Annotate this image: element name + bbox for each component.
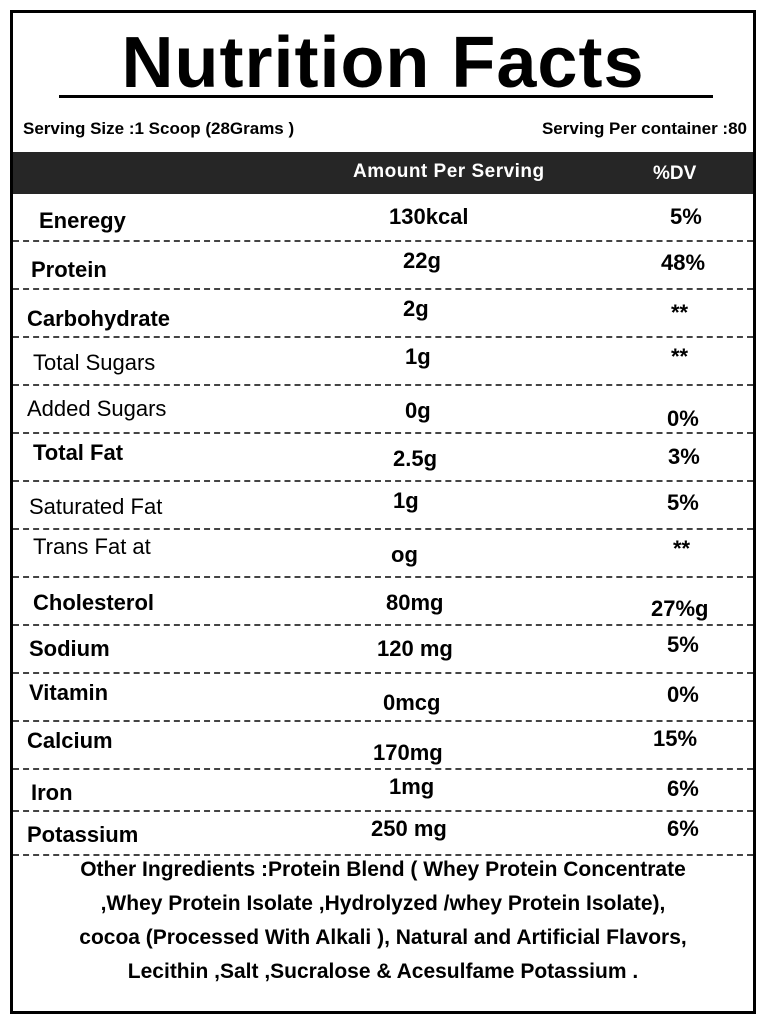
nutrient-table: Eneregy 130kcal 5% Protein 22g 48% Carbo… <box>13 194 753 856</box>
nutrient-dv: 5% <box>667 490 699 515</box>
nutrient-amount: 22g <box>403 248 441 273</box>
table-row: Carbohydrate 2g ** <box>13 290 753 338</box>
nutrient-name: Total Sugars <box>33 350 156 375</box>
amount-header: Amount Per Serving <box>353 161 545 182</box>
nutrient-name: Sodium <box>29 636 110 661</box>
nutrient-dv: 5% <box>667 632 699 657</box>
ingredients-line: Lecithin ,Salt ,Sucralose & Acesulfame P… <box>127 960 639 983</box>
table-row: Total Sugars 1g ** <box>13 338 753 386</box>
nutrient-dv: 3% <box>668 444 700 469</box>
table-row: Sodium 120 mg 5% <box>13 626 753 674</box>
nutrient-dv: 0% <box>667 682 699 707</box>
ingredients-line: Other Ingredients :Protein Blend ( Whey … <box>80 858 686 881</box>
label-title: Nutrition Facts <box>121 23 645 103</box>
ingredients-line: cocoa (Processed With Alkali ), Natural … <box>79 926 687 949</box>
nutrient-dv: 5% <box>670 204 702 229</box>
nutrient-amount: 2g <box>403 296 429 321</box>
nutrient-amount: 130kcal <box>389 204 469 229</box>
nutrient-amount: 80mg <box>386 590 444 615</box>
servings-per-container: Serving Per container :80 <box>541 119 747 138</box>
table-row: Vitamin 0mcg 0% <box>13 674 753 722</box>
nutrient-amount: 1mg <box>389 774 435 799</box>
table-row: Total Fat 2.5g 3% <box>13 434 753 482</box>
column-header-bar: Amount Per Serving %DV <box>13 152 753 194</box>
table-row: Potassium 250 mg 6% <box>13 812 753 856</box>
nutrient-dv: ** <box>671 344 689 369</box>
serving-size: Serving Size :1 Scoop (28Grams ) <box>23 119 295 138</box>
nutrient-amount: 1g <box>405 344 431 369</box>
nutrient-name: Protein <box>31 257 107 282</box>
nutrient-dv: 27%g <box>651 596 709 621</box>
nutrient-amount: 120 mg <box>377 636 453 661</box>
nutrient-name: Cholesterol <box>33 590 155 615</box>
ingredients-line: ,Whey Protein Isolate ,Hydrolyzed /whey … <box>100 892 666 915</box>
nutrient-name: Trans Fat at <box>33 534 151 559</box>
nutrient-name: Iron <box>31 780 73 805</box>
nutrient-dv: 6% <box>667 776 699 801</box>
nutrient-name: Vitamin <box>29 680 109 705</box>
nutrient-dv: 0% <box>667 406 699 431</box>
nutrient-amount: 250 mg <box>371 816 447 841</box>
nutrient-name: Saturated Fat <box>29 494 163 519</box>
nutrient-dv: 6% <box>667 816 699 841</box>
nutrient-name: Eneregy <box>39 208 126 233</box>
nutrient-name: Added Sugars <box>27 396 167 421</box>
table-row: Cholesterol 80mg 27%g <box>13 578 753 626</box>
table-row: Calcium 170mg 15% <box>13 722 753 770</box>
table-row: Iron 1mg 6% <box>13 770 753 812</box>
nutrient-amount: 170mg <box>373 740 443 765</box>
table-row: Eneregy 130kcal 5% <box>13 194 753 242</box>
table-row: Added Sugars 0g 0% <box>13 386 753 434</box>
nutrient-amount: 0mcg <box>383 690 441 715</box>
dv-header: %DV <box>653 163 697 184</box>
table-row: Protein 22g 48% <box>13 242 753 290</box>
nutrient-name: Potassium <box>27 822 139 847</box>
nutrient-dv: 15% <box>653 726 698 751</box>
nutrient-amount: 0g <box>405 398 431 423</box>
nutrient-amount: 2.5g <box>393 446 438 471</box>
table-row: Saturated Fat 1g 5% <box>13 482 753 530</box>
nutrient-dv: ** <box>671 300 689 325</box>
nutrient-name: Calcium <box>27 728 113 753</box>
other-ingredients: Other Ingredients :Protein Blend ( Whey … <box>19 853 747 989</box>
nutrient-name: Total Fat <box>33 440 124 465</box>
nutrient-name: Carbohydrate <box>27 306 171 331</box>
nutrient-amount: og <box>391 542 418 567</box>
nutrition-label: Nutrition Facts Serving Size :1 Scoop (2… <box>10 10 756 1014</box>
title-divider <box>59 95 713 98</box>
table-row: Trans Fat at og ** <box>13 530 753 578</box>
nutrient-amount: 1g <box>393 488 419 513</box>
nutrient-dv: 48% <box>661 250 706 275</box>
nutrient-dv: ** <box>673 536 691 561</box>
